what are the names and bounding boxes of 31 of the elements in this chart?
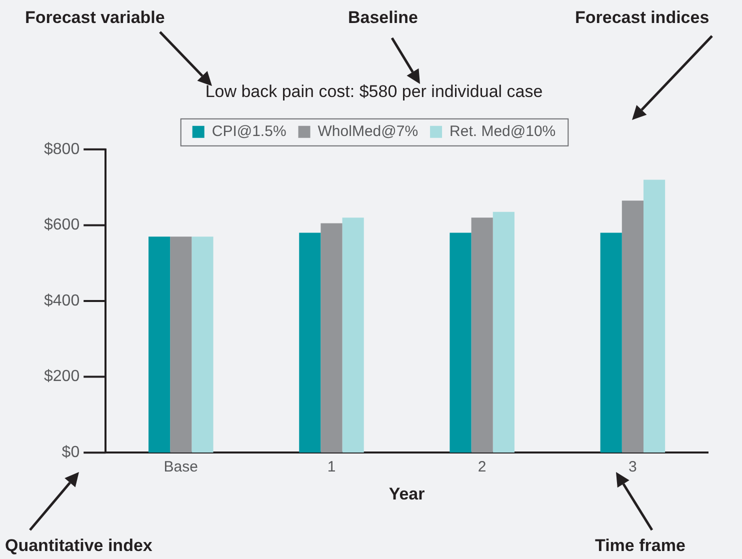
- legend-label: CPI@1.5%: [212, 123, 286, 140]
- y-tick-label: $800: [44, 140, 80, 158]
- bar: [320, 223, 342, 453]
- y-tick-label: $600: [44, 216, 80, 234]
- bar: [600, 232, 622, 453]
- text: Forecast variable: [25, 8, 165, 28]
- x-tick-label: Base: [164, 458, 198, 476]
- legend-label: Ret. Med@10%: [450, 123, 556, 140]
- x-axis-title: Year: [388, 484, 426, 504]
- text: Baseline: [348, 8, 418, 28]
- text: Quantitative index: [5, 536, 152, 556]
- x-tick-label: 1: [327, 458, 336, 476]
- bar: [170, 236, 192, 453]
- bar: [492, 212, 514, 453]
- x-tick-label: 3: [628, 458, 637, 476]
- bar: [643, 180, 666, 453]
- bar: [471, 218, 493, 453]
- bar: [148, 236, 170, 453]
- bar: [450, 232, 472, 453]
- bar: [192, 236, 214, 453]
- bar: [299, 232, 321, 453]
- text: Forecast indices: [575, 8, 710, 28]
- y-tick-label: $400: [44, 292, 80, 310]
- text: Time frame: [595, 536, 686, 556]
- chart-title: Low back pain cost: $580 per individual case: [205, 82, 543, 101]
- legend-label: WholMed@7%: [318, 123, 418, 140]
- x-tick-label: 2: [478, 458, 486, 476]
- bar: [622, 200, 644, 453]
- y-tick-label: $200: [44, 368, 80, 386]
- bar: [342, 218, 364, 453]
- y-tick-label: $0: [62, 444, 80, 462]
